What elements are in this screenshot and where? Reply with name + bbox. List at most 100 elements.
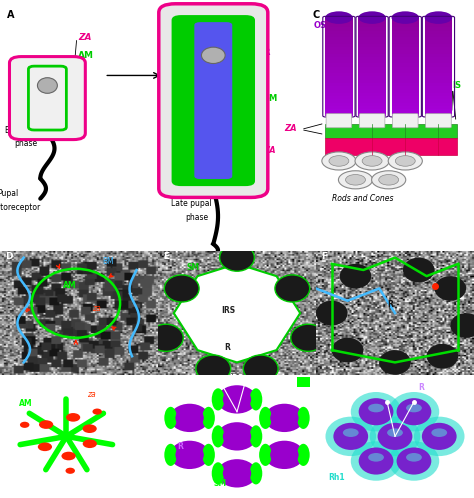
Ellipse shape — [175, 407, 204, 428]
Bar — [425, 66, 452, 70]
Text: Photoreceptor: Photoreceptor — [0, 203, 40, 212]
Ellipse shape — [82, 439, 97, 448]
Bar — [425, 33, 452, 37]
Bar — [425, 83, 452, 86]
Bar — [325, 33, 353, 37]
Bar — [425, 109, 452, 113]
Ellipse shape — [351, 392, 401, 431]
Bar — [358, 20, 386, 24]
Ellipse shape — [362, 156, 382, 166]
Ellipse shape — [392, 11, 419, 24]
Bar — [392, 86, 419, 90]
Ellipse shape — [414, 417, 465, 456]
Bar — [392, 112, 419, 116]
Bar — [392, 92, 419, 96]
Bar — [325, 102, 353, 106]
Ellipse shape — [20, 422, 29, 428]
Text: Rods and Cones: Rods and Cones — [332, 194, 393, 203]
Bar — [358, 86, 386, 90]
Bar — [325, 63, 353, 67]
Text: A: A — [7, 10, 15, 20]
Polygon shape — [174, 264, 300, 363]
Bar — [297, 377, 310, 387]
Bar — [358, 43, 386, 47]
Bar — [425, 30, 452, 34]
Bar — [358, 60, 386, 63]
Bar — [425, 112, 452, 116]
Bar — [325, 76, 353, 80]
Bar — [325, 50, 353, 54]
Bar — [392, 106, 419, 109]
Bar — [358, 23, 386, 27]
Ellipse shape — [338, 171, 373, 189]
Bar — [392, 79, 419, 83]
Bar — [425, 69, 452, 73]
Ellipse shape — [66, 413, 80, 422]
Ellipse shape — [164, 407, 177, 429]
Ellipse shape — [431, 428, 447, 437]
Bar — [358, 69, 386, 73]
Bar — [392, 102, 419, 106]
Text: ZA: ZA — [263, 146, 276, 155]
Text: R: R — [387, 300, 393, 309]
Text: OS: OS — [314, 20, 327, 30]
Ellipse shape — [343, 428, 359, 437]
Ellipse shape — [250, 425, 262, 448]
Ellipse shape — [270, 407, 299, 428]
Bar — [358, 92, 386, 96]
Bar — [325, 138, 457, 155]
Bar — [392, 83, 419, 86]
Ellipse shape — [340, 264, 371, 288]
Text: R: R — [419, 382, 425, 391]
Ellipse shape — [370, 417, 420, 456]
Ellipse shape — [275, 275, 310, 302]
Text: G: G — [6, 375, 13, 384]
Bar — [392, 60, 419, 63]
Ellipse shape — [259, 444, 272, 466]
Bar — [358, 46, 386, 50]
Ellipse shape — [329, 156, 349, 166]
Ellipse shape — [387, 428, 403, 437]
Ellipse shape — [397, 448, 431, 475]
Bar — [358, 112, 386, 116]
Bar — [325, 66, 353, 70]
Bar — [358, 30, 386, 34]
Bar — [392, 73, 419, 77]
Ellipse shape — [389, 392, 439, 431]
Ellipse shape — [92, 408, 102, 415]
Ellipse shape — [322, 152, 356, 170]
Ellipse shape — [403, 257, 435, 282]
Ellipse shape — [291, 324, 326, 351]
Text: SM: SM — [263, 94, 277, 103]
Ellipse shape — [325, 11, 353, 24]
Ellipse shape — [37, 78, 57, 93]
Bar — [392, 63, 419, 67]
Bar — [358, 96, 386, 99]
Bar — [358, 109, 386, 113]
Bar — [392, 76, 419, 80]
Ellipse shape — [170, 404, 210, 432]
Text: R: R — [224, 343, 230, 352]
Bar — [358, 102, 386, 106]
Bar — [392, 27, 419, 31]
Bar — [425, 23, 452, 27]
Ellipse shape — [316, 301, 347, 326]
Ellipse shape — [435, 276, 466, 301]
Ellipse shape — [212, 425, 224, 448]
Bar — [358, 76, 386, 80]
Ellipse shape — [202, 444, 215, 466]
Bar — [425, 106, 452, 109]
Text: H: H — [164, 375, 171, 384]
Ellipse shape — [62, 452, 76, 460]
Bar — [325, 83, 353, 86]
Ellipse shape — [359, 448, 393, 475]
Ellipse shape — [264, 441, 304, 469]
Ellipse shape — [372, 171, 406, 189]
Bar — [392, 30, 419, 34]
Bar — [358, 40, 386, 44]
Bar — [392, 56, 419, 60]
Bar — [392, 53, 419, 57]
Bar — [358, 53, 386, 57]
Text: I: I — [321, 375, 325, 384]
Bar — [325, 56, 353, 60]
